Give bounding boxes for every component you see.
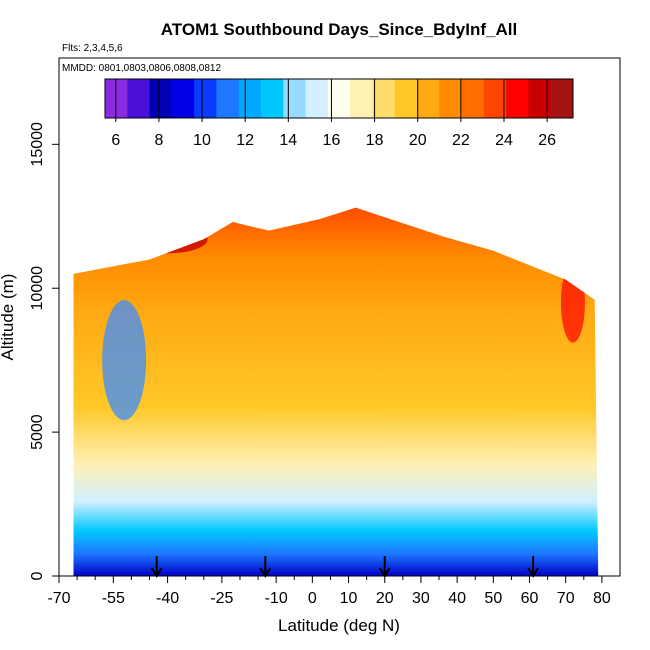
heatmap-patch	[102, 300, 147, 421]
colorbar-tick-label: 18	[366, 132, 384, 149]
colorbar-tick-label: 6	[111, 132, 120, 149]
x-tick-label: -70	[47, 590, 70, 607]
y-axis-label: Altitude (m)	[0, 274, 17, 361]
x-axis: -70 -55 -40 -25 -10 0 10 20 30 40 50 60 70 80	[47, 575, 620, 607]
y-axis: 0 5000 10000 15000	[29, 58, 60, 580]
flights-label: Flts: 2,3,4,5,6	[62, 43, 123, 54]
x-tick-label: 40	[448, 590, 466, 607]
colorbar-tick-label: 22	[452, 132, 470, 149]
x-tick-label: 10	[340, 590, 358, 607]
heatmap-field	[73, 207, 599, 576]
x-tick-label: 70	[557, 590, 575, 607]
colorbar-swatch	[483, 79, 507, 118]
colorbar-swatch	[171, 79, 195, 118]
colorbar-swatch	[417, 79, 440, 118]
colorbar-tick-label: 14	[279, 132, 297, 149]
x-tick-label: 60	[521, 590, 539, 607]
x-tick-label: 20	[376, 590, 394, 607]
dates-label: MMDD: 0801,0803,0806,0808,0812	[62, 63, 221, 74]
y-tick-label: 0	[29, 571, 46, 580]
colorbar-tick-label: 10	[193, 132, 211, 149]
heatmap-base	[73, 207, 599, 576]
x-tick-label: -40	[156, 590, 179, 607]
colorbar-swatch	[216, 79, 240, 118]
colorbar-swatch	[394, 79, 418, 118]
y-tick-label: 5000	[29, 414, 46, 450]
colorbar-swatch	[149, 79, 173, 118]
colorbar-swatch	[372, 79, 396, 118]
colorbar-swatch	[283, 79, 307, 118]
colorbar-frame	[104, 78, 574, 119]
x-tick-label: -55	[102, 590, 125, 607]
colorbar-swatch	[327, 79, 351, 118]
colorbar-swatch	[194, 79, 217, 118]
colorbar-swatch	[506, 79, 529, 118]
colorbar-swatch	[350, 79, 373, 118]
colorbar-swatch	[461, 79, 485, 118]
x-tick-label: -10	[265, 590, 288, 607]
colorbar: 6 8 10 12 14 16 18 20 22 24 26	[104, 78, 574, 149]
colorbar-swatch	[550, 79, 574, 118]
colorbar-swatch	[238, 79, 262, 118]
colorbar-tick-label: 24	[495, 132, 513, 149]
colorbar-swatch	[305, 79, 329, 118]
colorbar-swatch	[127, 79, 151, 118]
x-tick-label: 0	[308, 590, 317, 607]
colorbar-tick-label: 12	[236, 132, 254, 149]
colorbar-swatch	[261, 79, 284, 118]
heatmap-patch	[560, 262, 585, 343]
x-tick-label: 30	[412, 590, 430, 607]
x-tick-label: -25	[210, 590, 233, 607]
colorbar-swatch	[528, 79, 552, 118]
heatmap-patch	[127, 225, 208, 254]
colorbar-tick-label: 26	[538, 132, 556, 149]
colorbar-tick-label: 8	[154, 132, 163, 149]
colorbar-tick-label: 16	[323, 132, 341, 149]
x-tick-label: 50	[484, 590, 502, 607]
chart-title: ATOM1 Southbound Days_Since_BdyInf_All	[161, 20, 517, 39]
x-tick-label: 80	[593, 590, 611, 607]
colorbar-swatch	[105, 79, 128, 118]
y-tick-label: 15000	[29, 122, 46, 167]
x-axis-label: Latitude (deg N)	[278, 616, 400, 635]
colorbar-tick-label: 20	[409, 132, 427, 149]
colorbar-swatch	[439, 79, 463, 118]
y-tick-label: 10000	[29, 266, 46, 311]
